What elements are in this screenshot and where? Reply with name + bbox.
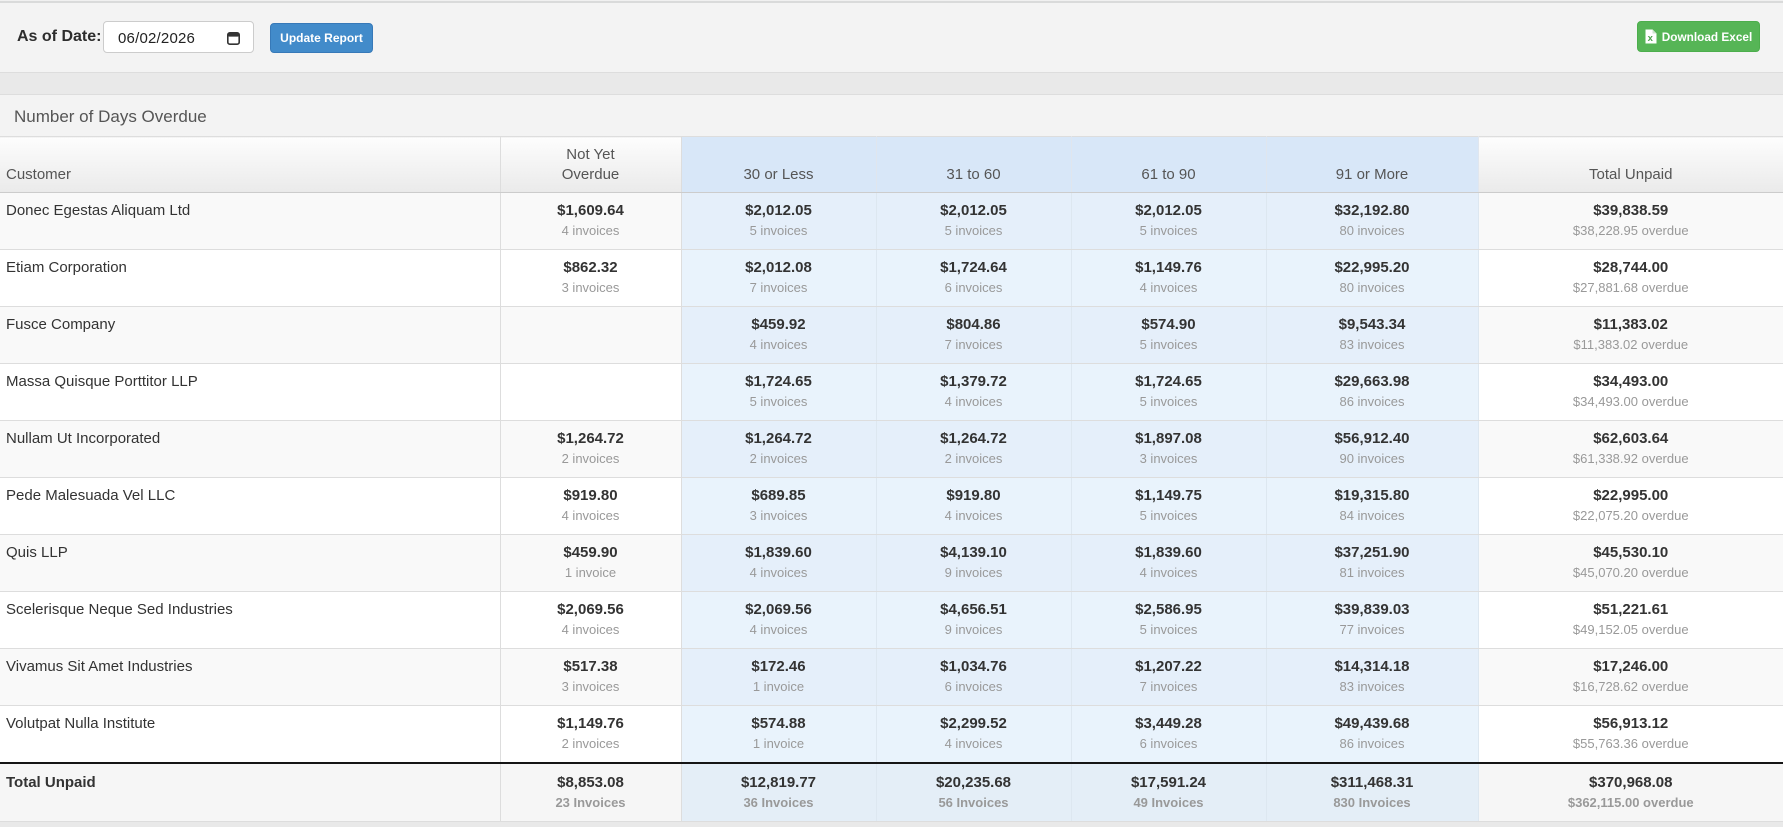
svg-text:x: x xyxy=(1647,33,1653,44)
